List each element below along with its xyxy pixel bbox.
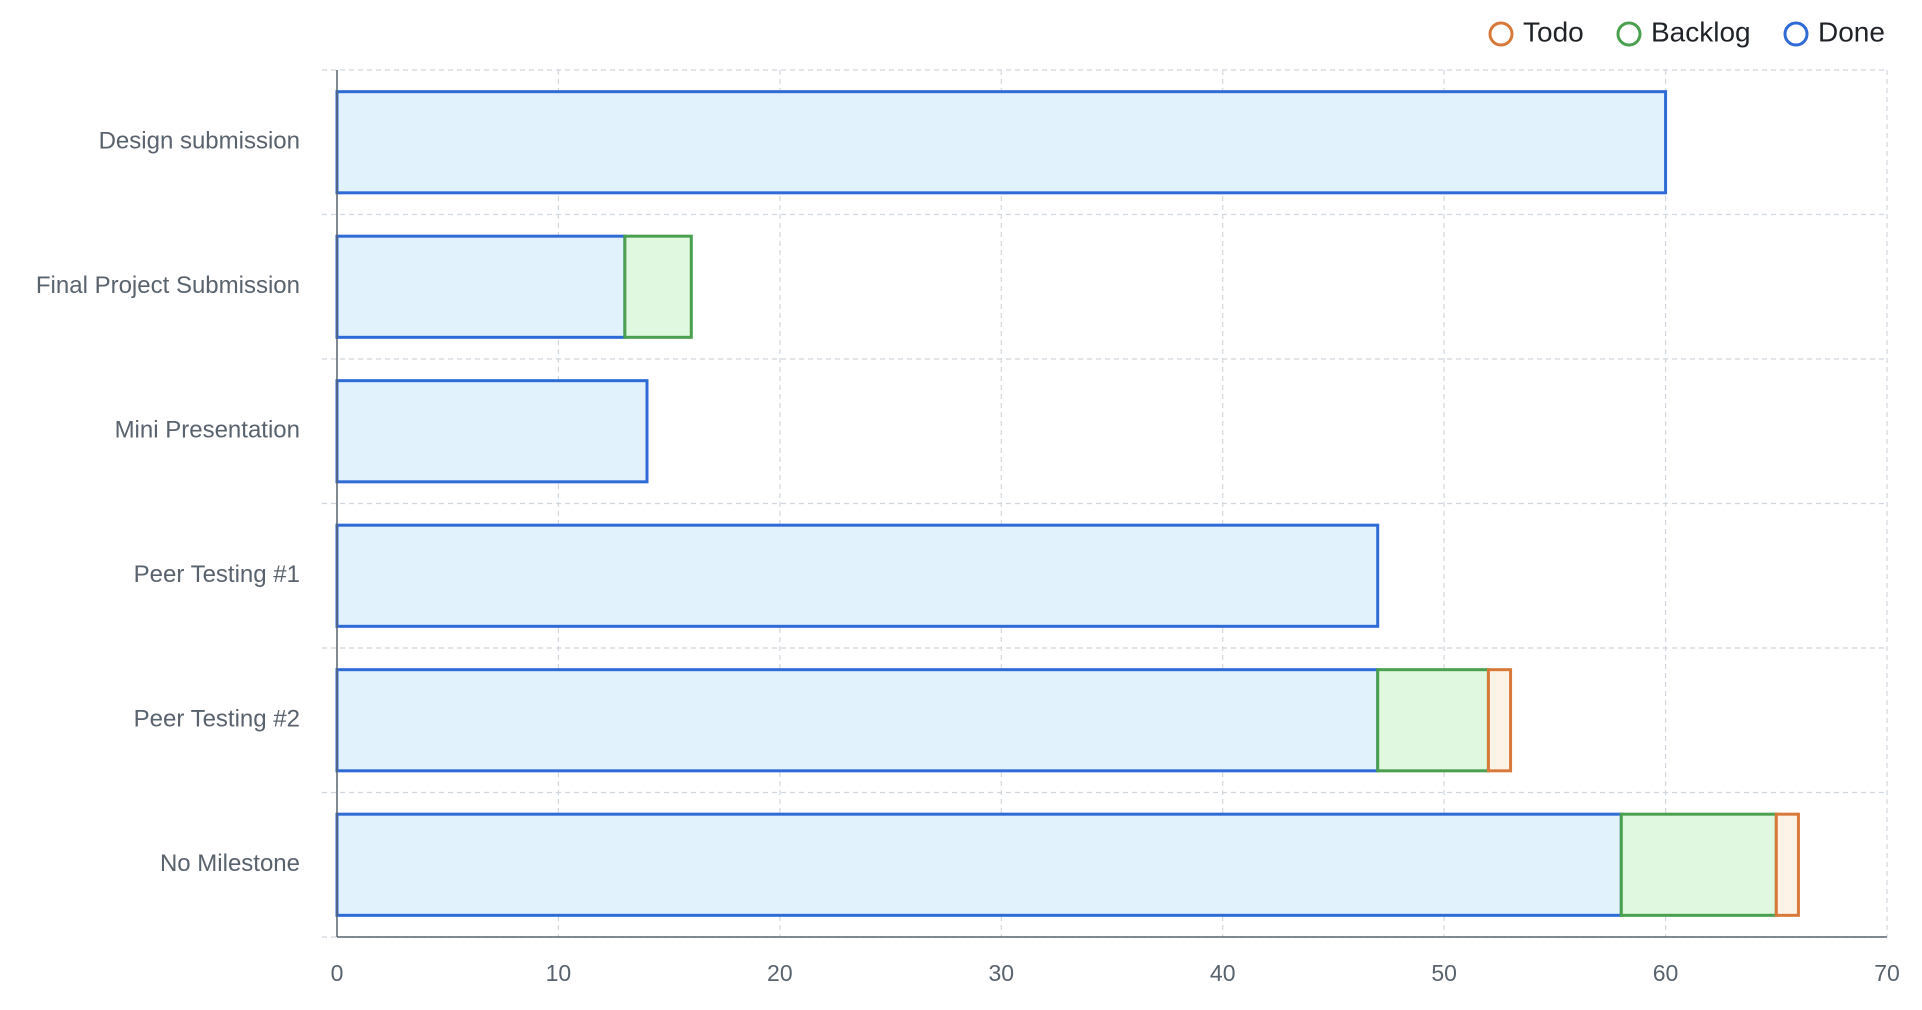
category-labels: Design submission Final Project Submissio… [36, 128, 300, 878]
legend-item-todo[interactable]: Todo [1488, 16, 1584, 47]
legend-label-todo: Todo [1523, 16, 1584, 47]
category-label: Peer Testing #2 [134, 706, 300, 733]
legend[interactable]: Todo Backlog Done [1488, 16, 1885, 47]
category-label: Final Project Submission [36, 272, 300, 299]
bar-done-peer-testing-2[interactable] [335, 668, 1380, 773]
x-tick-labels: 0 10 20 30 40 50 60 70 [331, 960, 1900, 986]
bar-backlog-no-milestone[interactable] [1619, 812, 1778, 917]
axes [336, 70, 1887, 938]
legend-marker-done [1783, 21, 1809, 47]
category-label: No Milestone [160, 850, 300, 877]
x-tick-label: 70 [1874, 960, 1900, 986]
x-tick-label: 10 [546, 960, 572, 986]
x-tick-label: 60 [1653, 960, 1679, 986]
bar-done-no-milestone[interactable] [335, 812, 1623, 917]
category-label: Mini Presentation [115, 417, 300, 444]
grid-lines [322, 69, 1888, 938]
legend-marker-backlog [1616, 21, 1642, 47]
x-tick-label: 40 [1210, 960, 1236, 986]
legend-marker-todo [1488, 21, 1514, 47]
x-tick-label: 30 [988, 960, 1014, 986]
x-tick-label: 0 [331, 960, 344, 986]
legend-item-done[interactable]: Done [1783, 16, 1885, 47]
bar-backlog-peer-testing-2[interactable] [1376, 668, 1490, 773]
category-label: Peer Testing #1 [134, 561, 300, 588]
bar-todo-no-milestone[interactable] [1774, 812, 1800, 917]
legend-item-backlog[interactable]: Backlog [1616, 16, 1751, 47]
bar-done-peer-testing-1[interactable] [335, 523, 1380, 628]
bar-done-design-submission[interactable] [335, 90, 1668, 195]
bar-todo-peer-testing-2[interactable] [1486, 668, 1513, 773]
legend-label-done: Done [1818, 16, 1885, 47]
bar-done-final-project-submission[interactable] [335, 234, 627, 339]
bar-done-mini-presentation[interactable] [335, 379, 649, 484]
bar-backlog-final-project-submission[interactable] [623, 234, 693, 339]
category-label: Design submission [99, 128, 300, 155]
x-tick-label: 20 [767, 960, 793, 986]
legend-label-backlog: Backlog [1651, 16, 1751, 47]
x-tick-label: 50 [1431, 960, 1457, 986]
